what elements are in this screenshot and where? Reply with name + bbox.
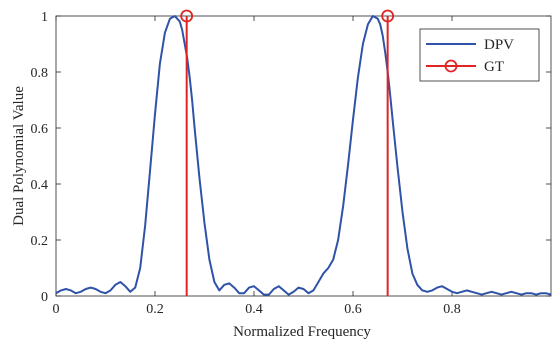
y-tick-label: 0.4 (31, 178, 49, 193)
y-tick-label: 0 (41, 290, 48, 305)
x-axis-title: Normalized Frequency (233, 324, 371, 340)
stem-marker (180, 9, 194, 23)
series-line-dpv (55, 15, 552, 296)
legend-label-dpv: DPV (484, 37, 514, 53)
y-tick-label: 0.8 (31, 66, 49, 81)
y-axis-title: Dual Polynomial Value (11, 86, 27, 226)
legend-label-gt: GT (484, 59, 504, 75)
stem-marker (381, 9, 395, 23)
x-tick-label: 0 (53, 302, 60, 317)
y-tick-label: 0.2 (31, 234, 49, 249)
x-tick-label: 0.8 (443, 302, 461, 317)
x-tick-label: 0.4 (245, 302, 263, 317)
y-tick-label: 0.6 (31, 122, 49, 137)
x-tick-label: 0.6 (344, 302, 362, 317)
legend-marker-gt (444, 59, 458, 73)
y-tick-label: 1 (41, 10, 48, 25)
x-tick-label: 0.2 (146, 302, 164, 317)
legend-box (419, 28, 540, 82)
